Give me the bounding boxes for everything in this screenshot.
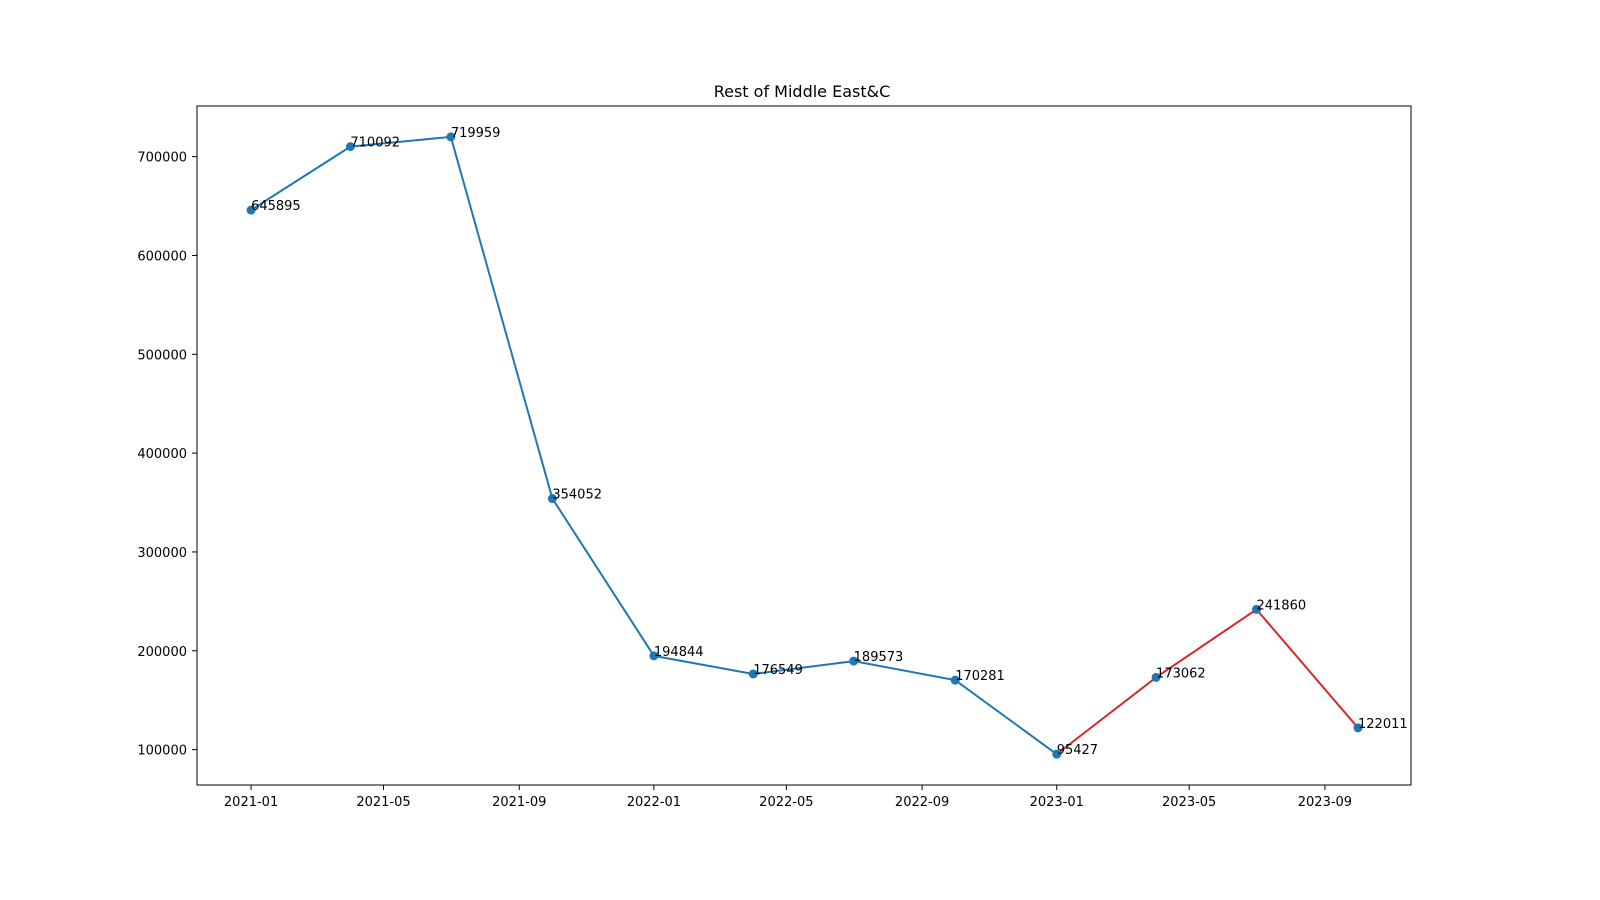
y-axis: 100000 200000 300000 400000 500000 600000 7000… xyxy=(137,151,197,759)
data-point xyxy=(849,656,859,666)
x-tick-label: 2021-01 xyxy=(224,795,278,810)
x-tick-label: 2022-05 xyxy=(759,795,813,810)
y-tick-label: 400000 xyxy=(137,447,187,462)
data-point xyxy=(1151,672,1161,682)
x-tick-label: 2021-09 xyxy=(492,795,546,810)
data-label: 194844 xyxy=(654,645,704,660)
data-label: 719959 xyxy=(451,126,501,141)
data-label: 645895 xyxy=(251,199,301,214)
data-point xyxy=(246,205,256,215)
data-point xyxy=(1251,604,1261,614)
data-point xyxy=(1353,723,1363,733)
chart-title: Rest of Middle East&C xyxy=(714,82,891,101)
series-line-1 xyxy=(250,135,1058,755)
y-tick-label: 100000 xyxy=(137,744,187,759)
data-labels: 645895 710092 719959 354052 194844 176549 1895… xyxy=(251,126,1408,758)
data-point xyxy=(649,651,659,661)
data-label: 176549 xyxy=(753,663,803,678)
data-label: 122011 xyxy=(1358,717,1408,732)
data-point xyxy=(1052,749,1062,759)
data-label: 170281 xyxy=(955,669,1005,684)
data-label: 95427 xyxy=(1057,743,1098,758)
x-tick-label: 2023-01 xyxy=(1030,795,1084,810)
y-tick-label: 500000 xyxy=(137,348,187,363)
x-tick-label: 2022-09 xyxy=(895,795,949,810)
x-axis: 2021-01 2021-05 2021-09 2022-01 2022-05 2022-… xyxy=(224,785,1352,810)
data-point xyxy=(748,669,758,679)
x-tick-label: 2023-09 xyxy=(1298,795,1352,810)
y-tick-label: 300000 xyxy=(137,546,187,561)
series-line-2 xyxy=(1056,608,1359,755)
data-point xyxy=(950,675,960,685)
data-label: 710092 xyxy=(350,136,400,151)
x-tick-label: 2022-01 xyxy=(627,795,681,810)
y-tick-label: 600000 xyxy=(137,249,187,264)
y-tick-label: 200000 xyxy=(137,645,187,660)
data-label: 189573 xyxy=(854,650,904,665)
data-label: 354052 xyxy=(552,488,602,503)
data-point xyxy=(446,132,456,142)
y-tick-label: 700000 xyxy=(137,151,187,166)
data-points xyxy=(246,132,1363,759)
data-label: 241860 xyxy=(1256,598,1306,613)
data-point xyxy=(547,494,557,504)
x-tick-label: 2021-05 xyxy=(356,795,410,810)
data-label: 173062 xyxy=(1156,666,1206,681)
plot-area xyxy=(196,105,1412,786)
x-tick-label: 2023-05 xyxy=(1162,795,1216,810)
data-point xyxy=(345,142,355,152)
series-lines xyxy=(250,135,1359,755)
